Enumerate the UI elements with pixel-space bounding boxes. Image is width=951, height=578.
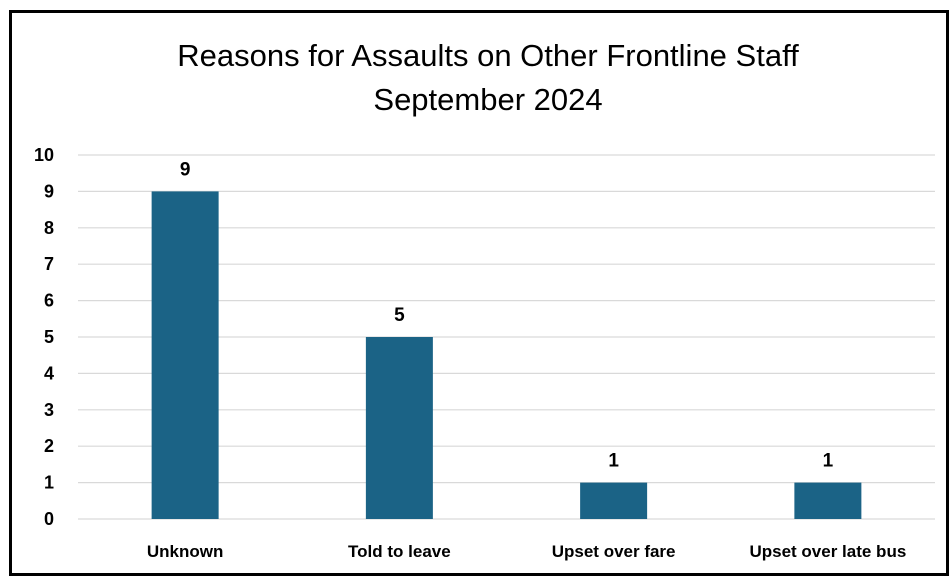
y-tick-label-9: 9 xyxy=(44,181,54,201)
bar-upset-over-fare xyxy=(580,482,648,519)
bar-upset-over-late-bus xyxy=(794,482,862,519)
gridlines xyxy=(78,154,935,520)
bar-unknown xyxy=(151,191,219,519)
bars xyxy=(151,191,862,519)
y-tick-label-6: 6 xyxy=(44,291,54,311)
x-axis-category-labels: Unknown Told to leave Upset over fare Upset… xyxy=(147,542,906,561)
chart-title-line-2: September 2024 xyxy=(373,82,603,117)
chart-title-line-1: Reasons for Assaults on Other Frontline … xyxy=(177,38,799,73)
y-tick-label-4: 4 xyxy=(44,363,54,383)
y-tick-label-0: 0 xyxy=(44,509,54,529)
data-label-told-to-leave: 5 xyxy=(394,305,405,326)
category-label-unknown: Unknown xyxy=(147,542,224,561)
category-label-upset-over-late-bus: Upset over late bus xyxy=(749,542,906,561)
y-tick-label-8: 8 xyxy=(44,218,54,238)
y-axis-tick-labels: 0 1 2 3 4 5 6 7 8 9 10 xyxy=(34,145,54,529)
chart-title: Reasons for Assaults on Other Frontline … xyxy=(9,34,951,122)
y-tick-label-7: 7 xyxy=(44,254,54,274)
category-label-upset-over-fare: Upset over fare xyxy=(552,542,676,561)
y-tick-label-5: 5 xyxy=(44,327,54,347)
y-tick-label-1: 1 xyxy=(44,473,54,493)
y-tick-label-3: 3 xyxy=(44,400,54,420)
data-label-unknown: 9 xyxy=(180,159,191,180)
y-tick-label-2: 2 xyxy=(44,436,54,456)
category-label-told-to-leave: Told to leave xyxy=(348,542,451,561)
bar-told-to-leave xyxy=(365,337,433,519)
data-labels: 9 5 1 1 xyxy=(180,159,834,471)
data-label-upset-over-late-bus: 1 xyxy=(823,451,834,472)
data-label-upset-over-fare: 1 xyxy=(608,451,619,472)
y-tick-label-10: 10 xyxy=(34,145,54,165)
